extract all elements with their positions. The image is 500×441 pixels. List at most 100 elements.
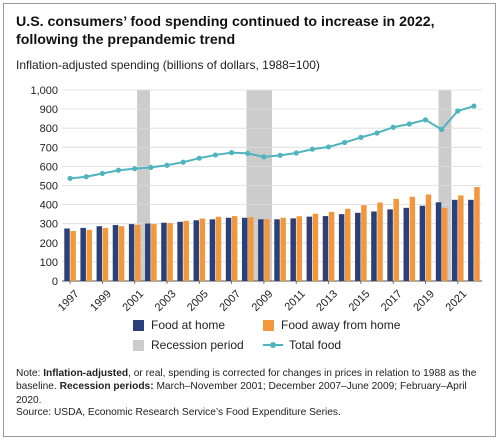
bar-food-at-home: [355, 212, 361, 281]
total-food-point: [342, 139, 348, 146]
bar-food-at-home: [371, 211, 377, 281]
total-food-point: [180, 159, 186, 165]
total-food-point: [164, 162, 170, 168]
total-food-point: [309, 146, 315, 152]
bar-food-away-from-home: [183, 220, 189, 281]
note-text-recession: March–November 2001; December 2007–June …: [16, 381, 467, 406]
bar-food-away-from-home: [344, 208, 351, 281]
bar-food-away-from-home: [215, 216, 222, 281]
total-food-point: [293, 150, 299, 156]
bar-food-at-home: [96, 226, 103, 281]
total-food-point: [196, 155, 202, 161]
y-tick-label: 500: [40, 181, 58, 193]
note-term-recession: Recession periods:: [59, 381, 154, 393]
bar-food-away-from-home: [409, 196, 416, 281]
bar-food-away-from-home: [441, 207, 448, 281]
bar-food-at-home: [161, 222, 167, 281]
total-food-point: [261, 154, 267, 160]
bar-food-away-from-home: [280, 217, 286, 281]
x-tick-label: 1999: [88, 288, 114, 314]
x-tick-label: 2001: [120, 288, 146, 314]
bar-food-away-from-home: [86, 229, 93, 281]
bar-food-at-home: [338, 214, 345, 281]
bar-food-away-from-home: [118, 226, 125, 281]
x-tick-label: 2009: [250, 288, 276, 314]
bar-food-at-home: [468, 199, 474, 281]
y-tick-label: 200: [40, 238, 58, 250]
bar-food-at-home: [193, 220, 200, 281]
bar-food-at-home: [225, 217, 232, 281]
total-food-point: [325, 144, 332, 150]
bar-food-away-from-home: [231, 216, 238, 281]
bar-food-at-home: [435, 202, 442, 281]
legend-item-food-at-home: Food at home: [133, 318, 225, 332]
bar-food-at-home: [80, 227, 86, 281]
x-tick-label: 2005: [185, 288, 211, 314]
bar-food-away-from-home: [151, 224, 157, 281]
legend-item-recession: Recession period: [133, 338, 244, 352]
bar-food-at-home: [241, 217, 248, 281]
y-axis: 0 100 200 300 400 500 600 700 800 900 1,000: [30, 85, 58, 288]
x-tick-label: 2017: [379, 288, 405, 314]
total-food-point: [390, 124, 396, 130]
legend-swatch-food-away: [263, 319, 274, 331]
x-tick-label: 2013: [314, 288, 340, 314]
bar-food-at-home: [177, 221, 183, 281]
bar-food-at-home: [306, 216, 313, 281]
bar-food-away-from-home: [102, 227, 109, 281]
y-tick-label: 100: [40, 257, 58, 269]
total-food-point: [212, 152, 219, 158]
total-food-point: [358, 134, 364, 140]
total-food-point: [471, 103, 477, 109]
y-tick-label: 600: [40, 161, 58, 173]
total-food-point: [229, 150, 235, 156]
bar-food-at-home: [112, 225, 119, 281]
bar-food-away-from-home: [458, 195, 464, 281]
y-tick-label: 900: [40, 104, 58, 116]
total-food-point: [374, 130, 380, 136]
y-tick-label: 400: [40, 200, 58, 212]
bar-food-away-from-home: [474, 187, 480, 281]
legend-item-total-food: Total food: [263, 338, 341, 352]
legend-item-food-away: Food away from home: [263, 318, 400, 332]
note-term-inflation: Inflation-adjusted: [43, 368, 129, 379]
bar-food-away-from-home: [248, 217, 254, 281]
total-food-point: [439, 126, 445, 133]
bar-food-away-from-home: [377, 202, 383, 281]
legend-swatch-total-food: [263, 340, 283, 350]
x-tick-label: 2007: [217, 288, 243, 314]
total-food-point: [422, 117, 429, 123]
bar-food-away-from-home: [70, 230, 76, 281]
y-tick-label: 1,000: [30, 85, 58, 97]
x-tick-label: 2019: [411, 288, 437, 314]
legend: Food at home Food away from home Recessi…: [133, 318, 433, 358]
bar-food-at-home: [274, 219, 280, 281]
x-tick-label: 2021: [444, 288, 470, 314]
chart-title: U.S. consumers’ food spending continued …: [16, 14, 435, 48]
total-food-point: [148, 164, 154, 170]
bar-food-at-home: [322, 216, 329, 281]
total-food-point: [83, 174, 89, 180]
note-prefix: Note:: [16, 368, 44, 379]
y-tick-label: 700: [40, 142, 58, 154]
y-tick-label: 300: [40, 219, 58, 231]
y-tick-label: 800: [40, 123, 58, 135]
total-food-point: [132, 166, 138, 172]
x-tick-label: 2011: [283, 288, 308, 313]
legend-label-recession: Recession period: [151, 338, 244, 352]
chart-subtitle: Inflation-adjusted spending (billions of…: [16, 58, 320, 72]
x-tick-label: 2003: [153, 288, 179, 314]
bar-food-away-from-home: [167, 223, 173, 281]
x-axis: 1997 1999 2001 2003 2005 2007 2009 2011 2013 2015…: [56, 281, 469, 314]
legend-label-food-at-home: Food at home: [151, 318, 226, 332]
bar-food-at-home: [403, 207, 410, 281]
bar-food-away-from-home: [312, 213, 319, 281]
bar-food-away-from-home: [328, 211, 335, 281]
x-tick-label: 2015: [347, 288, 373, 314]
bar-food-away-from-home: [425, 194, 432, 281]
bar-food-at-home: [290, 218, 296, 281]
bar-food-at-home: [128, 224, 135, 281]
total-food-point: [67, 175, 73, 182]
bars: [64, 187, 480, 281]
